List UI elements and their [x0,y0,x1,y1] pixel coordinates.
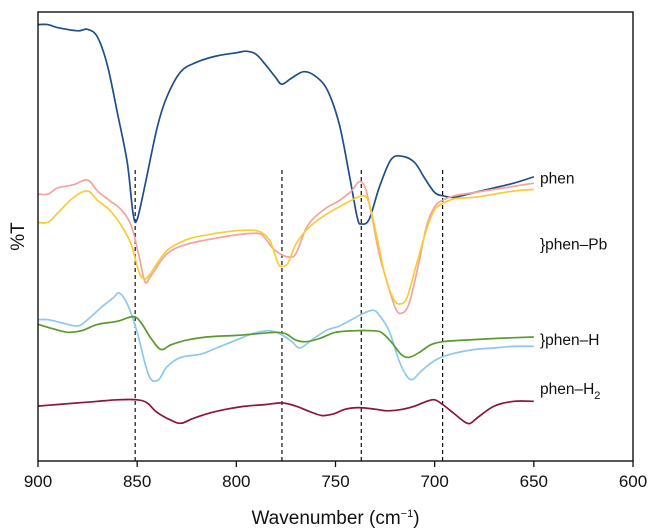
series-line-5 [37,315,534,359]
x-tick-label-600: 600 [619,472,647,491]
series-layer [37,23,535,425]
series-label-phen: phen [540,170,574,187]
x-tick-label-900: 900 [24,472,52,491]
reference-lines [134,170,444,461]
x-tick-label-850: 850 [123,472,151,491]
x-tick-label-650: 650 [520,472,548,491]
x-tick-label-750: 750 [321,472,349,491]
x-tick-label-800: 800 [222,472,250,491]
series-line-2 [37,178,534,315]
series-line-4 [37,291,534,383]
series-labels: phen }phen–Pb }phen–H phen–H2 [540,170,607,401]
series-label-phen-h2: phen–H2 [540,381,600,402]
series-line-6 [37,398,534,425]
y-axis-title: %T [8,222,29,251]
series-line-3 [37,188,534,305]
x-axis-title: Wavenumber (cm−1) [251,508,419,529]
series-line-1 [37,23,535,225]
x-tick-label-700: 700 [420,472,448,491]
series-label-phen-h: }phen–H [540,332,599,349]
x-axis-ticks: 900 850 800 750 700 650 600 [24,461,647,491]
series-label-phen-pb: }phen–Pb [540,236,607,253]
